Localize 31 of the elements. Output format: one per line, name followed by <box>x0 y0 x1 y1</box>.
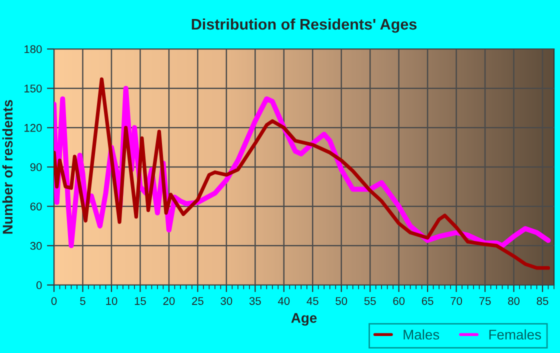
x-tick-label: 30 <box>220 297 232 305</box>
y-axis-title: Number of residents <box>2 100 13 234</box>
y-tick-label: 150 <box>24 84 42 92</box>
x-axis-title: Age <box>291 313 317 326</box>
y-tick-label: 90 <box>30 163 42 172</box>
x-tick-label: 70 <box>450 297 462 305</box>
x-tick-label: 5 <box>80 297 86 305</box>
x-tick-label: 15 <box>134 297 146 305</box>
chart-title: Distribution of Residents' Ages <box>192 18 417 33</box>
y-tick-label: 30 <box>30 242 42 250</box>
x-tick-label: 10 <box>106 297 118 305</box>
x-tick-label: 35 <box>249 297 261 305</box>
x-tick-label: 85 <box>536 297 548 305</box>
x-tick-label: 60 <box>393 297 405 305</box>
y-tick-label: 60 <box>30 202 42 210</box>
x-tick-label: 65 <box>422 297 434 305</box>
x-tick-label: 45 <box>306 297 318 305</box>
x-tick-label: 80 <box>508 297 520 305</box>
x-tick-label: 20 <box>163 297 175 305</box>
x-tick-label: 75 <box>479 297 491 305</box>
y-tick-label: 120 <box>24 124 42 132</box>
x-tick-label: 40 <box>278 297 290 305</box>
y-tick-label: 180 <box>24 45 42 54</box>
x-tick-label: 50 <box>336 297 348 305</box>
line-series <box>54 77 550 270</box>
legend-label: Males <box>404 329 440 340</box>
legend-label: Females <box>489 329 541 340</box>
x-tick-label: 0 <box>51 297 57 305</box>
x-tick-label: 55 <box>364 297 376 305</box>
y-tick-label: 0 <box>36 281 42 290</box>
x-tick-label: 25 <box>192 297 204 305</box>
